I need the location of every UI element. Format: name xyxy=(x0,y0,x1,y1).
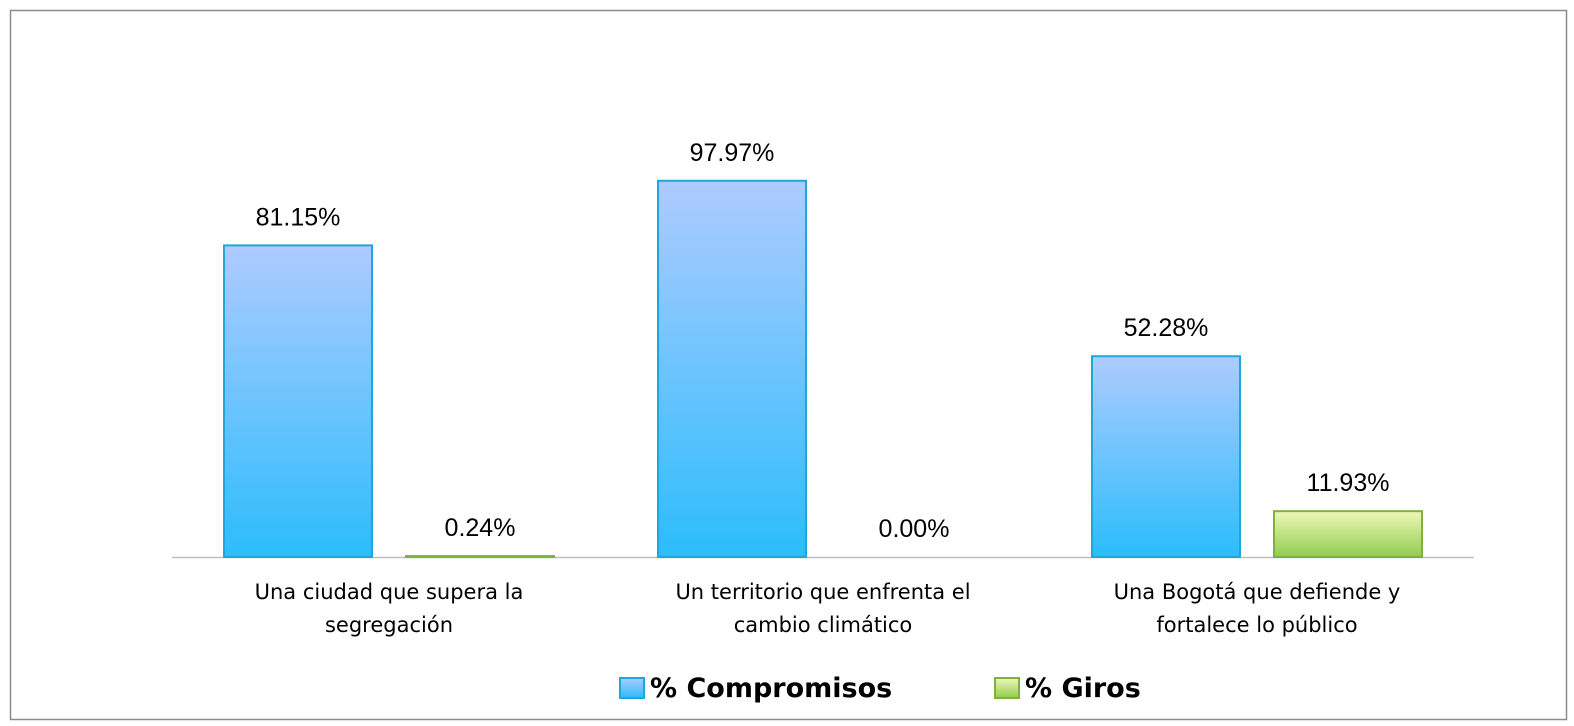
data-label: 52.28% xyxy=(1124,314,1209,342)
x-tick-label: Un territorio que enfrenta el cambio cli… xyxy=(675,580,971,637)
bar xyxy=(657,179,807,558)
legend-swatch xyxy=(994,677,1020,699)
data-label: 0.00% xyxy=(879,515,950,543)
data-label: 11.93% xyxy=(1307,469,1390,497)
bar xyxy=(1273,510,1423,559)
data-label: 81.15% xyxy=(256,203,341,231)
bar xyxy=(1091,355,1241,559)
data-label: 0.24% xyxy=(445,514,516,542)
legend-label: % Compromisos xyxy=(650,673,892,704)
legend-swatch xyxy=(619,677,645,699)
legend-label: % Giros xyxy=(1025,673,1141,704)
bar xyxy=(405,555,555,559)
bar xyxy=(223,244,373,558)
x-tick-label: Una ciudad que supera la segregación xyxy=(254,580,524,637)
x-tick-label: Una Bogotá que defiende y fortalece lo p… xyxy=(1113,580,1401,637)
frame xyxy=(9,9,1568,721)
data-label: 97.97% xyxy=(690,139,775,167)
